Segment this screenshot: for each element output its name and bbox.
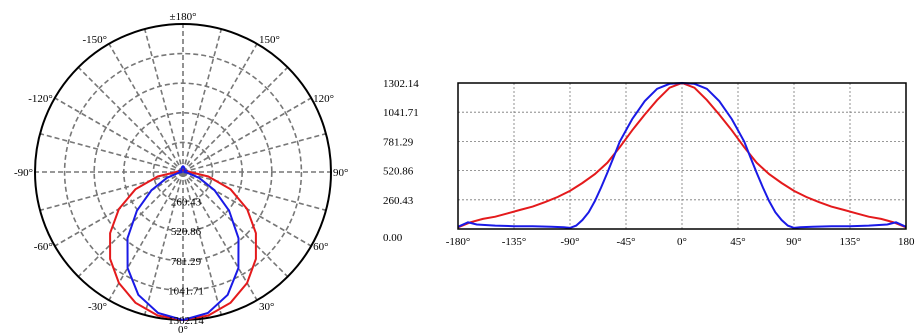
polar-grid-spoke — [182, 43, 258, 173]
x-tick-label: 180 — [898, 236, 915, 248]
polar-angle-label: ±180° — [170, 11, 197, 23]
polar-grid-ring — [152, 141, 214, 203]
polar-grid-ring — [63, 52, 303, 292]
x-tick-label: -90° — [560, 236, 579, 248]
x-tick-label: -180° — [446, 236, 471, 248]
polar-grid-spoke — [182, 171, 223, 316]
polar-grid-spoke — [108, 43, 184, 173]
polar-grid-spoke — [182, 171, 258, 301]
line-chart-frame — [457, 82, 907, 230]
y-tick-label: 0.00 — [383, 232, 403, 244]
line-chart: 0.00 260.43 520.86 781.29 1041.71 1302.14 -180… — [383, 78, 915, 248]
polar-grid-spoke — [54, 97, 184, 173]
y-tick-label: 260.43 — [383, 195, 414, 207]
polar-grid-spoke — [143, 28, 184, 173]
polar-grid-spoke — [143, 171, 184, 316]
polar-angle-label: 60° — [313, 241, 328, 253]
polar-angle-label: -150° — [82, 34, 107, 46]
polar-grid-spoke — [182, 97, 312, 173]
polar-grid-spoke — [39, 171, 184, 212]
polar-grid-spoke — [182, 66, 289, 173]
polar-radial-label: 260.43 — [171, 197, 202, 209]
polar-grid-spoke — [182, 171, 289, 278]
polar-angle-label: -90° — [14, 167, 33, 179]
polar-radial-label: 1041.71 — [168, 285, 204, 297]
polar-grid-spoke — [39, 132, 184, 173]
polar-grid-spoke — [182, 132, 327, 173]
polar-grid-spoke — [182, 28, 223, 173]
x-tick-label: 135° — [840, 236, 861, 248]
y-tick-label: 781.29 — [383, 136, 414, 148]
polar-angle-label: 30° — [259, 301, 274, 313]
y-tick-label: 1302.14 — [383, 78, 419, 90]
polar-angle-label: 120° — [313, 93, 334, 105]
x-tick-label: 0° — [677, 236, 687, 248]
y-tick-label: 520.86 — [383, 166, 414, 178]
x-tick-label: -135° — [502, 236, 527, 248]
polar-angle-label: -30° — [88, 301, 107, 313]
polar-angle-label: 150° — [259, 34, 280, 46]
polar-angle-label: -60° — [34, 241, 53, 253]
polar-grid-spoke — [182, 171, 327, 212]
x-tick-label: 90° — [786, 236, 801, 248]
polar-grid-spoke — [77, 171, 184, 278]
polar-chart: ±180° -150° 150° -120° 120° -90° 90° -60° 60° -30… — [14, 11, 348, 336]
polar-angle-label: 90° — [333, 167, 348, 179]
x-tick-label: 45° — [730, 236, 745, 248]
polar-grid-spoke — [108, 171, 184, 301]
polar-radial-label: 1302.14 — [168, 315, 204, 327]
y-tick-label: 1041.71 — [383, 107, 419, 119]
polar-angle-label: -120° — [28, 93, 53, 105]
x-tick-label: -45° — [616, 236, 635, 248]
polar-series-2 — [126, 165, 240, 322]
polar-radial-label: 520.86 — [171, 226, 202, 238]
polar-grid-spoke — [77, 66, 184, 173]
polar-series-1 — [109, 169, 257, 322]
polar-radial-label: 781.29 — [171, 256, 202, 268]
polar-angle-label: 0° — [178, 324, 188, 336]
